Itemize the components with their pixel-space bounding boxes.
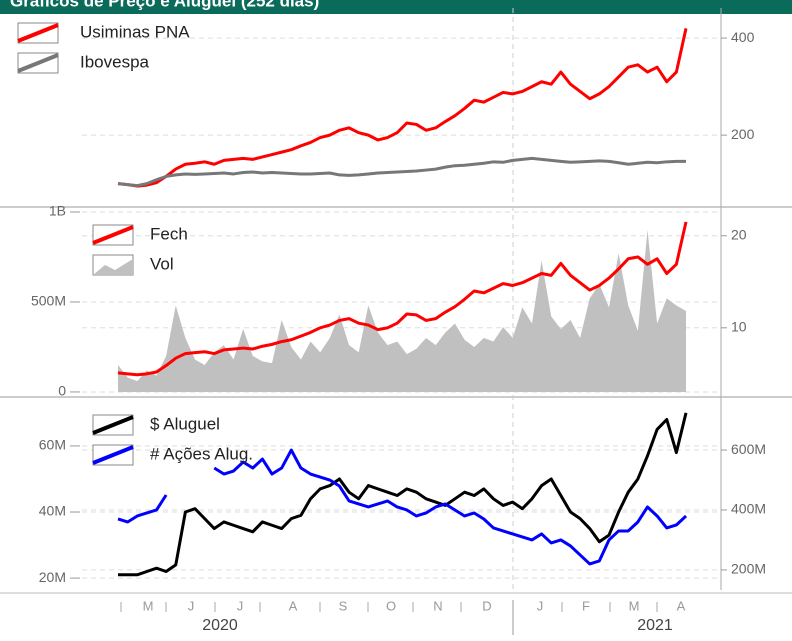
legend-swatch xyxy=(93,259,133,275)
month-label: J xyxy=(537,598,544,613)
legend-swatch xyxy=(92,445,134,465)
year-label: 2021 xyxy=(637,617,673,634)
legend-swatch xyxy=(92,415,134,435)
month-label: A xyxy=(677,598,686,613)
legend-swatch xyxy=(17,23,59,43)
y2-tick-label: 400M xyxy=(731,501,766,517)
month-label: F xyxy=(582,598,590,613)
panel xyxy=(82,211,720,393)
y-tick-label: 0 xyxy=(58,383,66,399)
panel xyxy=(82,412,720,579)
y-tick-label: 500M xyxy=(31,293,66,309)
y-tick-label: 60M xyxy=(39,437,66,453)
legend-label: Fech xyxy=(150,224,188,243)
y2-tick-label: 200M xyxy=(731,561,766,577)
legend-swatch xyxy=(92,225,134,245)
line xyxy=(117,448,688,566)
line xyxy=(117,221,688,377)
y2-tick-label: 10 xyxy=(731,319,747,335)
line xyxy=(117,156,686,188)
month-label: A xyxy=(289,598,298,613)
y-tick-label: 40M xyxy=(39,503,66,519)
chart-title: Gráficos de Preço e Aluguel (252 dias) xyxy=(10,0,319,10)
area xyxy=(118,229,686,392)
year-label: 2020 xyxy=(202,617,238,634)
month-label: O xyxy=(386,598,396,613)
month-label: M xyxy=(143,598,154,613)
legend-label: Usiminas PNA xyxy=(80,22,190,41)
month-label: D xyxy=(482,598,491,613)
y2-tick-label: 20 xyxy=(731,226,747,242)
panel xyxy=(82,28,720,188)
title-bar xyxy=(0,0,792,14)
legend-label: # Ações Alug. xyxy=(150,444,253,463)
y2-tick-label: 400 xyxy=(731,29,755,45)
legend-label: Ibovespa xyxy=(80,52,150,71)
y-tick-label: 1B xyxy=(49,203,66,219)
line xyxy=(117,28,688,188)
month-label: J xyxy=(237,598,244,613)
y2-tick-label: 200 xyxy=(731,126,755,142)
month-label: S xyxy=(339,598,348,613)
month-label: J xyxy=(188,598,195,613)
month-label: M xyxy=(629,598,640,613)
legend-label: Vol xyxy=(150,254,174,273)
month-label: N xyxy=(433,598,442,613)
line xyxy=(118,412,688,577)
legend-label: $ Aluguel xyxy=(150,414,220,433)
y2-tick-label: 600M xyxy=(731,441,766,457)
legend-swatch xyxy=(17,53,59,73)
y-tick-label: 20M xyxy=(39,569,66,585)
